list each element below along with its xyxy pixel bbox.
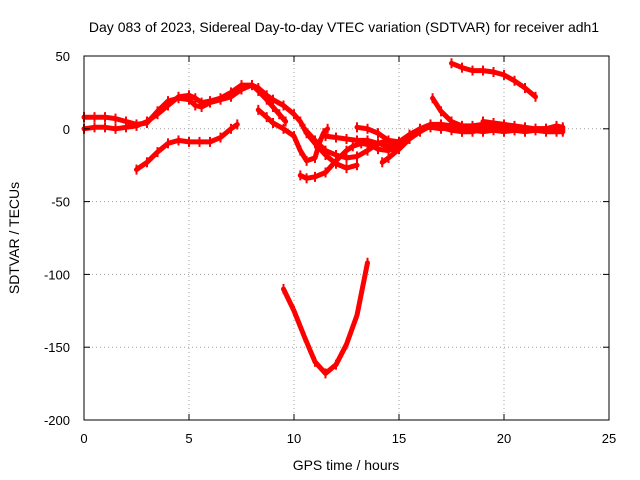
x-tick-label: 0: [80, 431, 87, 446]
x-tick-label: 15: [392, 431, 406, 446]
x-tick-label: 25: [602, 431, 616, 446]
series-line-arc-3: [134, 121, 240, 173]
plot-frame: [83, 55, 610, 421]
y-tick-labels: 50 0 -50 -100 -150 -200: [44, 49, 70, 428]
y-tick-label: 50: [56, 49, 70, 64]
series-line-arc-6: [297, 140, 402, 181]
series-layer: [81, 58, 566, 379]
x-axis-label: GPS time / hours: [293, 457, 400, 473]
y-tick-label: -50: [51, 195, 70, 210]
y-tick-label: -100: [44, 267, 70, 282]
y-tick-label: -150: [44, 340, 70, 355]
axis-ticks: [83, 55, 610, 421]
y-tick-label: -200: [44, 413, 70, 428]
x-tick-labels: 0 5 10 15 20 25: [80, 431, 616, 446]
y-axis-label: SDTVAR / TECUs: [6, 182, 22, 294]
x-tick-label: 5: [185, 431, 192, 446]
series-line-arc-13: [281, 260, 370, 376]
y-tick-label: 0: [63, 122, 70, 137]
chart-title: Day 083 of 2023, Sidereal Day-to-day VTE…: [89, 19, 599, 35]
x-tick-label: 10: [287, 431, 301, 446]
series-line-arc-2: [81, 82, 289, 132]
x-tick-label: 20: [497, 431, 511, 446]
series-line-arc-4: [255, 107, 331, 164]
